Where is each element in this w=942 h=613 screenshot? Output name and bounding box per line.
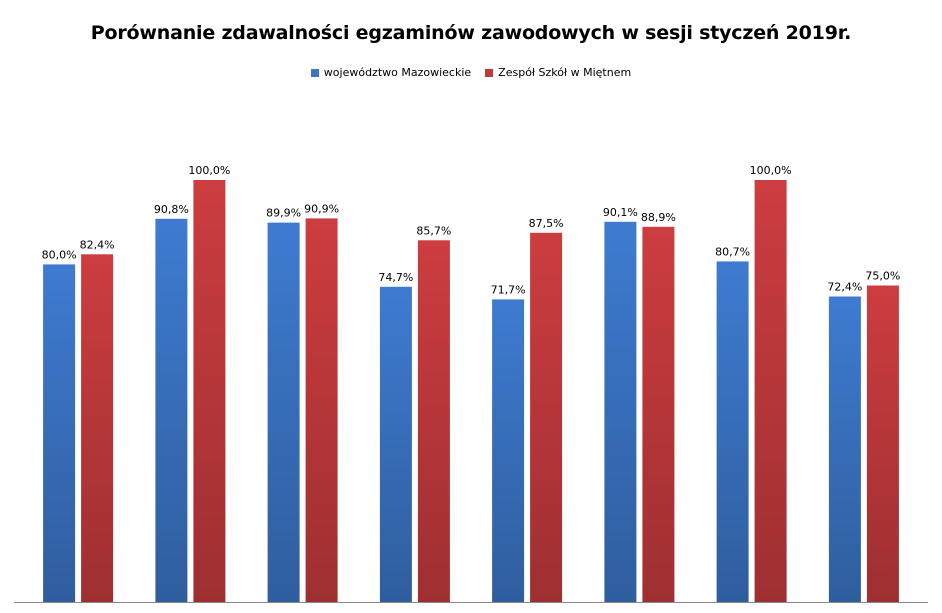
data-label-series-1-cat-8: 72,4% xyxy=(827,281,862,294)
data-label-series-2-cat-5: 87,5% xyxy=(529,217,564,230)
data-label-series-2-cat-3: 90,9% xyxy=(304,202,339,215)
bar-series-2-cat-1 xyxy=(81,254,114,603)
data-label-series-2-cat-4: 85,7% xyxy=(416,224,451,237)
bar-series-1-cat-3 xyxy=(267,222,300,602)
legend-swatch-series-2 xyxy=(485,68,494,77)
data-label-series-1-cat-1: 80,0% xyxy=(42,248,77,261)
bar-series-1-cat-5 xyxy=(492,299,525,602)
legend-label-series-2: Zespół Szkół w Miętnem xyxy=(498,66,632,79)
bar-series-2-cat-6 xyxy=(642,226,675,603)
data-label-series-1-cat-7: 80,7% xyxy=(715,245,750,258)
data-label-series-1-cat-4: 74,7% xyxy=(378,271,413,284)
data-label-series-1-cat-6: 90,1% xyxy=(603,206,638,219)
legend: województwo Mazowieckie Zespół Szkół w M… xyxy=(0,66,942,79)
legend-swatch-series-1 xyxy=(310,68,319,77)
legend-item-series-1: województwo Mazowieckie xyxy=(310,66,472,79)
chart-title: Porównanie zdawalności egzaminów zawodow… xyxy=(90,22,852,44)
data-label-series-2-cat-8: 75,0% xyxy=(865,270,900,283)
bar-series-1-cat-7 xyxy=(716,261,749,602)
data-labels-layer: 80,0%82,4% 90,8% 100,0% 89,9% 90,9% 74,7% 85,7… xyxy=(42,164,901,296)
bar-series-1-cat-6 xyxy=(604,221,637,603)
data-label-series-1-cat-5: 71,7% xyxy=(491,283,526,296)
bar-series-1-cat-1 xyxy=(43,264,76,602)
bar-series-2-cat-7 xyxy=(754,180,787,602)
bar-series-2-cat-8 xyxy=(866,285,899,602)
bars-layer xyxy=(43,180,899,603)
data-label-series-2-cat-1: 82,4% xyxy=(80,238,115,251)
data-label-series-2-cat-2: 100,0% xyxy=(188,164,230,177)
bar-series-1-cat-2 xyxy=(155,218,188,603)
bar-series-2-cat-3 xyxy=(305,218,338,602)
legend-item-series-2: Zespół Szkół w Miętnem xyxy=(485,66,631,79)
data-label-series-1-cat-3: 89,9% xyxy=(266,207,301,220)
bar-series-2-cat-2 xyxy=(193,180,226,602)
bar-series-1-cat-8 xyxy=(828,296,861,602)
data-label-series-2-cat-6: 88,9% xyxy=(641,211,676,224)
bar-series-2-cat-4 xyxy=(417,240,450,603)
bar-series-2-cat-5 xyxy=(530,232,563,603)
bar-series-1-cat-4 xyxy=(379,286,412,602)
data-label-series-1-cat-2: 90,8% xyxy=(154,203,189,216)
legend-label-series-1: województwo Mazowieckie xyxy=(323,66,472,79)
data-label-series-2-cat-7: 100,0% xyxy=(750,164,792,177)
